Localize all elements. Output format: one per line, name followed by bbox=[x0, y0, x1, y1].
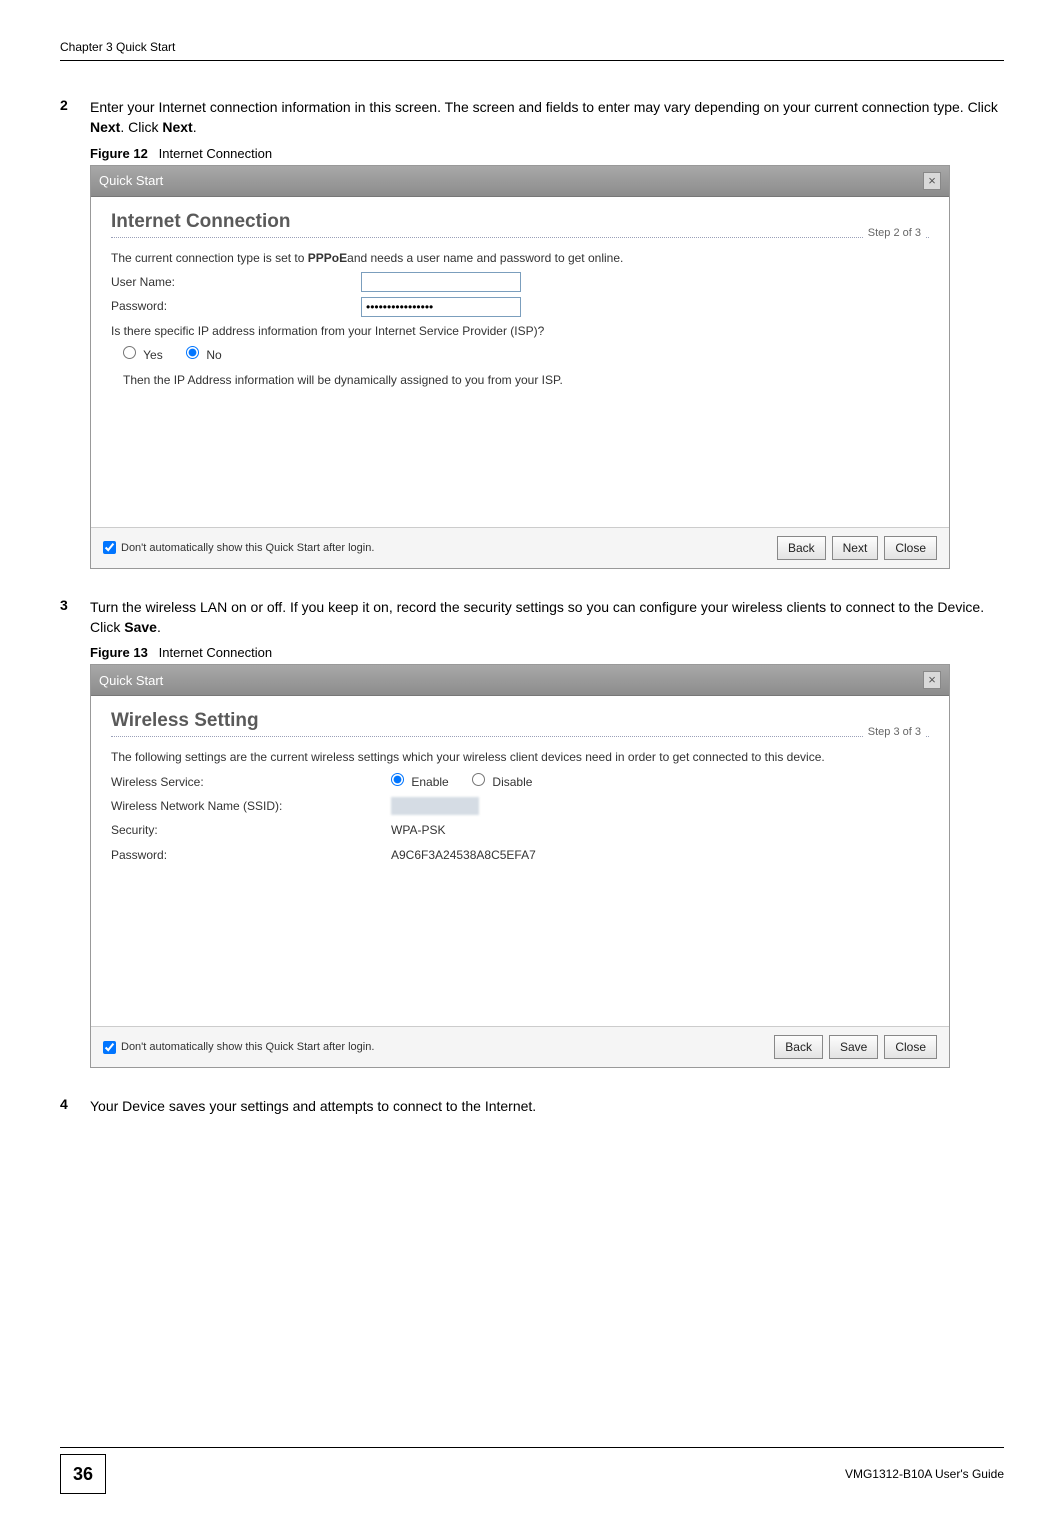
step-text: Turn the wireless LAN on or off. If you … bbox=[90, 597, 1004, 638]
figure-13-caption: Figure 13 Internet Connection bbox=[90, 645, 1004, 660]
save-button[interactable]: Save bbox=[829, 1035, 878, 1059]
divider bbox=[111, 736, 929, 737]
figure-12-caption: Figure 12 Internet Connection bbox=[90, 146, 1004, 161]
disable-radio[interactable]: Disable bbox=[472, 775, 532, 789]
close-button[interactable]: Close bbox=[884, 1035, 937, 1059]
step-2: 2 Enter your Internet connection informa… bbox=[60, 97, 1004, 138]
step-number: 4 bbox=[60, 1096, 90, 1116]
username-input[interactable] bbox=[361, 272, 521, 292]
wireless-intro: The following settings are the current w… bbox=[111, 747, 929, 767]
dialog-title: Quick Start bbox=[99, 673, 163, 688]
step-number: 2 bbox=[60, 97, 90, 138]
dialog-heading: Internet Connection bbox=[111, 211, 929, 233]
ssid-value-blurred bbox=[391, 797, 479, 815]
dialog-title: Quick Start bbox=[99, 173, 163, 188]
step-indicator: Step 3 of 3 bbox=[864, 726, 925, 738]
next-button[interactable]: Next bbox=[832, 536, 879, 560]
wifi-password-label: Password: bbox=[111, 845, 391, 865]
back-button[interactable]: Back bbox=[774, 1035, 823, 1059]
username-label: User Name: bbox=[111, 272, 361, 292]
step-indicator: Step 2 of 3 bbox=[864, 227, 925, 239]
autoshow-checkbox[interactable]: Don't automatically show this Quick Star… bbox=[103, 541, 374, 554]
security-value: WPA-PSK bbox=[391, 820, 445, 840]
quickstart-dialog-wireless: Quick Start × Wireless Setting Step 3 of… bbox=[90, 664, 950, 1068]
wifi-password-value: A9C6F3A24538A8C5EFA7 bbox=[391, 845, 536, 865]
step-text: Enter your Internet connection informati… bbox=[90, 97, 1004, 138]
step-3: 3 Turn the wireless LAN on or off. If yo… bbox=[60, 597, 1004, 638]
close-icon[interactable]: × bbox=[923, 671, 941, 689]
step-4: 4 Your Device saves your settings and at… bbox=[60, 1096, 1004, 1116]
dialog-titlebar: Quick Start × bbox=[91, 166, 949, 197]
wireless-service-label: Wireless Service: bbox=[111, 772, 391, 792]
close-icon[interactable]: × bbox=[923, 172, 941, 190]
dialog-titlebar: Quick Start × bbox=[91, 665, 949, 696]
dynamic-ip-text: Then the IP Address information will be … bbox=[111, 370, 929, 390]
divider bbox=[111, 237, 929, 238]
password-input[interactable] bbox=[361, 297, 521, 317]
guide-title: VMG1312-B10A User's Guide bbox=[845, 1467, 1004, 1481]
isp-yes-radio[interactable]: Yes bbox=[123, 348, 163, 362]
page-number: 36 bbox=[60, 1454, 106, 1494]
close-button[interactable]: Close bbox=[884, 536, 937, 560]
security-label: Security: bbox=[111, 820, 391, 840]
autoshow-checkbox[interactable]: Don't automatically show this Quick Star… bbox=[103, 1041, 374, 1054]
running-header: Chapter 3 Quick Start bbox=[60, 40, 1004, 61]
step-number: 3 bbox=[60, 597, 90, 638]
page-footer: 36 VMG1312-B10A User's Guide bbox=[60, 1447, 1004, 1494]
dialog-heading: Wireless Setting bbox=[111, 710, 929, 732]
quickstart-dialog-internet: Quick Start × Internet Connection Step 2… bbox=[90, 165, 950, 569]
isp-no-radio[interactable]: No bbox=[186, 348, 222, 362]
chapter-title: Chapter 3 Quick Start bbox=[60, 40, 175, 54]
step-text: Your Device saves your settings and atte… bbox=[90, 1096, 536, 1116]
password-label: Password: bbox=[111, 296, 361, 316]
connection-type-text: The current connection type is set to PP… bbox=[111, 248, 929, 268]
back-button[interactable]: Back bbox=[777, 536, 826, 560]
isp-question: Is there specific IP address information… bbox=[111, 321, 929, 341]
ssid-label: Wireless Network Name (SSID): bbox=[111, 796, 391, 816]
enable-radio[interactable]: Enable bbox=[391, 775, 449, 789]
